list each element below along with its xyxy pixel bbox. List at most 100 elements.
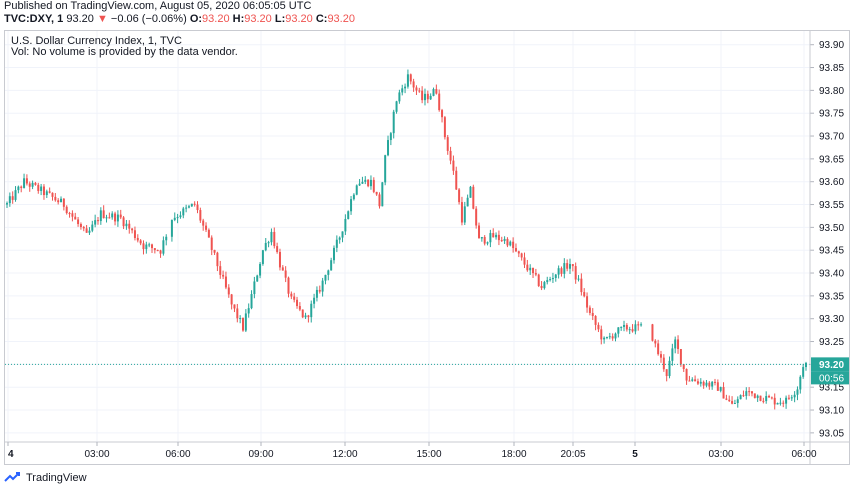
candle-body <box>395 101 398 112</box>
candle-body <box>381 182 384 207</box>
close-value: 93.20 <box>327 13 355 25</box>
candle-body <box>131 228 134 231</box>
series-title[interactable]: U.S. Dollar Currency Index, 1, TVC <box>11 35 182 47</box>
candle-body <box>560 268 563 274</box>
candle-body <box>790 397 793 399</box>
candle-body <box>284 270 287 278</box>
candle-body <box>91 224 94 231</box>
price-axis[interactable]: 93.90 93.85 93.80 93.75 93.70 93.65 93.60 93.55… <box>809 30 849 465</box>
candle-body <box>631 329 634 332</box>
candle-body <box>99 210 102 222</box>
candle-body <box>443 117 446 138</box>
y-tick-label: 93.90 <box>819 40 844 51</box>
candle-body <box>287 277 290 294</box>
symbol-label[interactable]: TVC:DXY, 1 <box>4 13 64 25</box>
y-tick-label: 93.75 <box>819 109 844 120</box>
candle-body <box>750 391 753 394</box>
chart-frame[interactable] <box>4 30 850 465</box>
candle-body <box>136 237 139 241</box>
candle-body <box>745 391 748 396</box>
candle-body <box>259 263 262 276</box>
candle-body <box>42 186 45 196</box>
candle-body <box>355 185 358 195</box>
y-tick-label: 93.85 <box>819 63 844 74</box>
candle-body <box>40 186 43 191</box>
candle-body <box>799 376 802 390</box>
candle-body <box>34 182 37 185</box>
candle-body <box>37 184 40 191</box>
open-value: 93.20 <box>202 13 230 25</box>
candle-body <box>543 282 546 289</box>
candle-body <box>327 270 330 275</box>
candle-body <box>307 315 310 318</box>
candle-body <box>415 87 418 91</box>
candle-body <box>651 324 654 341</box>
low-value: 93.20 <box>285 13 313 25</box>
candle-body <box>699 381 702 384</box>
candle-body <box>293 296 296 300</box>
candle-body <box>210 237 213 250</box>
candle-body <box>139 240 142 244</box>
candle-body <box>96 220 99 222</box>
candle-body <box>426 93 429 100</box>
candle-body <box>358 183 361 186</box>
candle-body <box>173 217 176 220</box>
candle-body <box>45 191 48 196</box>
candle-body <box>125 223 128 227</box>
candle-body <box>719 387 722 391</box>
candle-body <box>28 183 31 187</box>
candle-body <box>594 316 597 325</box>
candle-body <box>207 229 210 238</box>
candle-body <box>600 329 603 340</box>
candle-body <box>566 263 569 269</box>
candle-body <box>665 369 668 377</box>
x-tick-label: 06:00 <box>165 449 190 460</box>
candle-body <box>179 215 182 218</box>
candle-body <box>290 293 293 297</box>
candle-body <box>165 236 168 241</box>
candles <box>6 69 807 410</box>
candle-body <box>330 260 333 271</box>
candle-body <box>659 354 662 358</box>
candle-body <box>514 248 517 252</box>
candle-body <box>401 88 404 93</box>
x-tick-label: 4 <box>8 449 14 460</box>
countdown-badge <box>811 371 849 385</box>
candle-body <box>88 230 91 233</box>
y-tick-label: 93.55 <box>819 200 844 211</box>
candle-body <box>617 327 620 334</box>
candle-body <box>156 250 159 252</box>
y-tick-label: 93.40 <box>819 269 844 280</box>
candle-body <box>79 224 82 228</box>
candle-body <box>671 348 674 361</box>
candle-body <box>662 357 665 370</box>
y-tick-label: 93.65 <box>819 154 844 165</box>
candle-body <box>335 239 338 248</box>
candle-body <box>213 249 216 253</box>
candle-body <box>805 362 807 368</box>
candle-body <box>520 253 523 258</box>
price-chart[interactable]: 93.90 93.85 93.80 93.75 93.70 93.65 93.60 93.55… <box>4 30 850 465</box>
candle-body <box>557 268 560 275</box>
candle-body <box>540 285 543 289</box>
candle-body <box>506 238 509 246</box>
candle-body <box>65 206 68 214</box>
candle-body <box>111 213 114 218</box>
candle-body <box>696 381 699 384</box>
candle-body <box>736 399 739 404</box>
candle-body <box>264 242 267 251</box>
candle-body <box>583 292 586 297</box>
candle-body <box>48 191 51 193</box>
candle-body <box>489 233 492 243</box>
candle-body <box>614 333 617 339</box>
candle-body <box>170 219 173 237</box>
time-axis[interactable]: 4 03:00 06:00 09:00 12:00 15:00 18:00 20:05 5 03:… <box>4 441 850 460</box>
candle-body <box>492 233 495 238</box>
candle-body <box>463 206 466 223</box>
candle-body <box>714 381 717 383</box>
candle-body <box>568 264 571 269</box>
candle-body <box>429 95 432 100</box>
candle-body <box>301 309 304 318</box>
candle-body <box>193 203 196 205</box>
candle-body <box>483 237 486 244</box>
